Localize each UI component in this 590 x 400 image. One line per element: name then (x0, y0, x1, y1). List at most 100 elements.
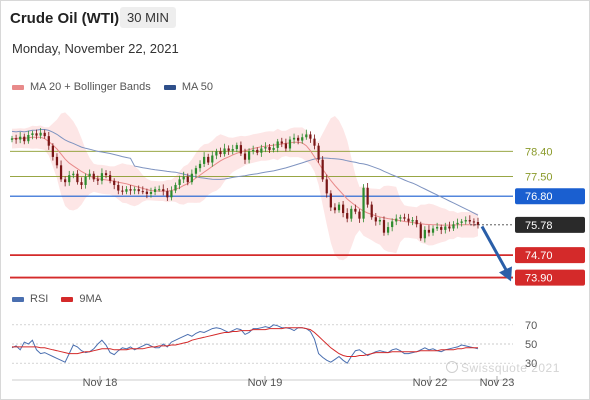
candle-body (260, 148, 263, 153)
candle-body (19, 136, 22, 140)
candle-body (350, 208, 353, 219)
candle-body (317, 145, 320, 160)
legend-label-rsi: RSI (30, 293, 49, 305)
candle-body (158, 189, 161, 191)
candle-body (358, 211, 361, 219)
candle-body (239, 145, 243, 154)
candle-body (378, 220, 382, 222)
legend-swatch-9ma (61, 296, 74, 302)
candle-body (68, 175, 71, 183)
candle-body (133, 189, 136, 191)
candle-body (460, 221, 463, 223)
candle-body (39, 132, 42, 136)
legend-item-9ma: 9MA (61, 293, 102, 305)
candle-body (411, 220, 414, 222)
candle-body (415, 220, 418, 225)
candle-body (92, 173, 95, 180)
ma50-line (11, 129, 479, 216)
candle-body (456, 222, 459, 225)
candle-body (341, 204, 345, 214)
candle-body (59, 165, 63, 180)
candle-body (64, 179, 67, 183)
candle-body (436, 227, 439, 229)
candle-body (166, 191, 169, 198)
candle-body (370, 204, 373, 218)
candle-body (366, 187, 369, 205)
candle-body (427, 229, 431, 233)
candle-body (153, 189, 157, 192)
candle-body (472, 221, 476, 223)
legend-label-ma50: MA 50 (181, 81, 214, 93)
candle-body (440, 227, 443, 230)
candle-body (137, 189, 140, 192)
candle-body (333, 207, 337, 211)
candle-body (125, 189, 128, 192)
candle-body (256, 149, 259, 153)
level-label-78-40: 78.40 (525, 146, 553, 158)
legend-item-rsi: RSI (12, 293, 48, 305)
candle-body (301, 137, 304, 141)
candle-body (35, 133, 38, 136)
candle-body (337, 204, 341, 211)
level-label-76-80: 76.80 (525, 191, 553, 203)
candle-body (207, 156, 210, 163)
candle-body (382, 220, 386, 233)
forecast-arrow-shaft (480, 225, 510, 275)
watermark: Swissquote 2021 (446, 361, 560, 375)
candle-body (178, 179, 181, 185)
candle-body (10, 138, 14, 140)
candle-body (182, 176, 185, 180)
candle-body (419, 224, 422, 239)
candle-body (104, 173, 108, 176)
chart-date: Monday, November 22, 2021 (12, 41, 179, 56)
timeframe-button[interactable]: 30 MIN (120, 7, 176, 28)
candle-body (31, 133, 34, 136)
candle-body (174, 184, 177, 191)
watermark-logo-icon (446, 361, 458, 373)
bollinger-band (12, 112, 478, 261)
x-axis-label: Nov 23 (480, 377, 515, 389)
legend-swatch-ma20 (12, 84, 24, 90)
candle-body (374, 217, 377, 222)
candles-group (10, 127, 480, 243)
legend-item-ma20: MA 20 + Bollinger Bands (12, 81, 151, 93)
candle-body (395, 218, 398, 222)
candle-body (203, 156, 206, 164)
candle-body (223, 148, 226, 155)
candle-body (329, 193, 332, 208)
candle-body (313, 138, 316, 146)
candle-body (243, 153, 247, 160)
candle-body (276, 141, 279, 148)
watermark-text: Swissquote 2021 (461, 361, 560, 375)
candle-body (113, 180, 116, 185)
main-legend: MA 20 + Bollinger Bands MA 50 (12, 81, 223, 93)
candle-body (386, 227, 390, 233)
legend-swatch-rsi (12, 296, 24, 302)
candle-body (117, 184, 120, 191)
candle-body (72, 173, 75, 176)
candle-body (468, 220, 471, 222)
forecast-arrow-head (499, 266, 512, 282)
candle-body (325, 179, 328, 194)
rsi-9ma-line (12, 327, 478, 357)
candle-body (215, 151, 218, 156)
rsi-level-label-50: 50 (525, 339, 537, 351)
candle-body (162, 189, 165, 192)
candle-body (403, 217, 406, 219)
rsi-level-label-70: 70 (525, 320, 537, 332)
current-price-label: 75.78 (525, 220, 553, 232)
candle-body (252, 149, 255, 152)
candle-body (362, 187, 365, 219)
candle-body (145, 191, 149, 194)
rsi-level-label-30: 30 (525, 358, 537, 370)
level-badge-74-70 (515, 247, 585, 264)
candle-body (43, 132, 46, 137)
x-axis-label: Nov 18 (83, 377, 118, 389)
candle-body (309, 134, 312, 139)
candle-body (14, 138, 18, 140)
candle-body (186, 176, 189, 183)
candle-body (407, 218, 410, 222)
candle-body (80, 182, 83, 185)
candle-body (47, 136, 50, 146)
